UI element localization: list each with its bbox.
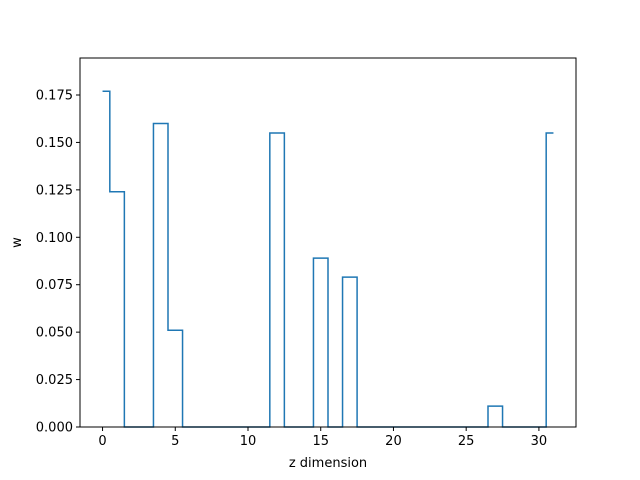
x-axis: 0 5 10 15 20 25 30 bbox=[98, 427, 547, 449]
y-tick-label: 0.175 bbox=[36, 88, 73, 103]
y-tick-label: 0.125 bbox=[36, 183, 73, 198]
y-tick-label: 0.050 bbox=[36, 326, 73, 341]
plot-area bbox=[102, 90, 554, 428]
y-tick-label: 0.025 bbox=[36, 373, 73, 388]
y-axis: 0.000 0.025 0.050 0.075 0.100 0.125 0.150 0.175 bbox=[36, 88, 80, 436]
y-axis-label: w bbox=[10, 237, 25, 248]
x-axis-label: z dimension bbox=[289, 456, 367, 471]
x-tick-label: 15 bbox=[312, 434, 329, 449]
y-tick-label: 0.075 bbox=[36, 278, 73, 293]
x-tick-label: 25 bbox=[458, 434, 475, 449]
x-tick-label: 20 bbox=[385, 434, 402, 449]
x-tick-label: 30 bbox=[531, 434, 548, 449]
series-line bbox=[102, 90, 554, 428]
axes-frame bbox=[79, 57, 577, 428]
y-tick-label: 0.000 bbox=[36, 421, 73, 436]
x-tick-label: 0 bbox=[98, 434, 106, 449]
y-tick-label: 0.150 bbox=[36, 136, 73, 151]
x-tick-label: 10 bbox=[240, 434, 257, 449]
x-tick-label: 5 bbox=[171, 434, 179, 449]
y-tick-label: 0.100 bbox=[36, 231, 73, 246]
